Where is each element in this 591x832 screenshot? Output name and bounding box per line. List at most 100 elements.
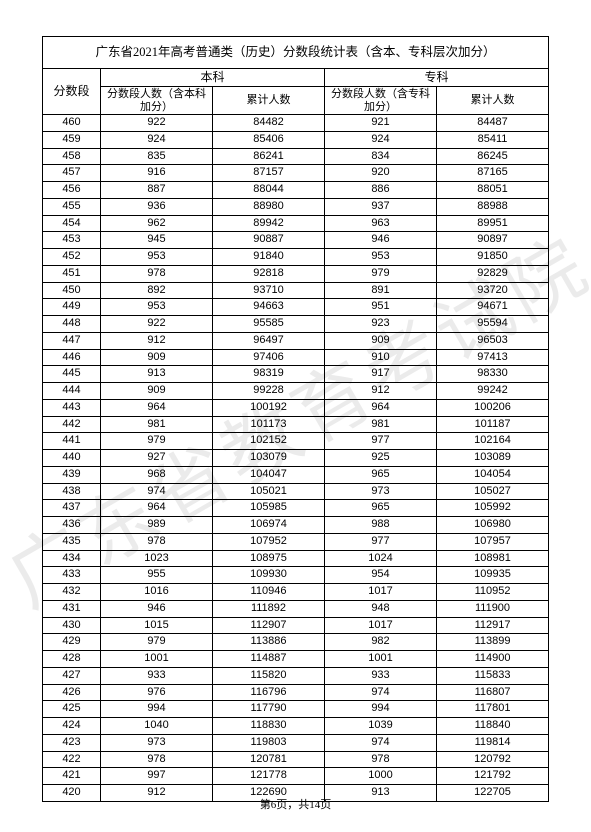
table-cell: 973: [325, 483, 437, 500]
table-cell: 115833: [437, 667, 549, 684]
table-cell: 91850: [437, 249, 549, 266]
table-cell: 114887: [213, 651, 325, 668]
table-cell: 120792: [437, 751, 549, 768]
table-cell: 457: [43, 165, 101, 182]
table-cell: 978: [325, 751, 437, 768]
table-cell: 452: [43, 249, 101, 266]
table-cell: 84487: [437, 115, 549, 132]
table-row: 4588358624183486245: [43, 148, 549, 165]
table-row: 442981101173981101187: [43, 416, 549, 433]
table-cell: 438: [43, 483, 101, 500]
table-cell: 102152: [213, 433, 325, 450]
table-cell: 1015: [101, 617, 213, 634]
table-cell: 112917: [437, 617, 549, 634]
table-cell: 112907: [213, 617, 325, 634]
table-cell: 920: [325, 165, 437, 182]
table-cell: 93710: [213, 282, 325, 299]
table-cell: 924: [101, 131, 213, 148]
table-body: 4609228448292184487459924854069248541145…: [43, 115, 549, 802]
table-cell: 108981: [437, 550, 549, 567]
table-cell: 979: [101, 433, 213, 450]
table-cell: 835: [101, 148, 213, 165]
table-cell: 450: [43, 282, 101, 299]
table-cell: 433: [43, 567, 101, 584]
table-cell: 423: [43, 734, 101, 751]
table-row: 438974105021973105027: [43, 483, 549, 500]
header-zhuanke-cum: 累计人数: [437, 87, 549, 115]
table-cell: 834: [325, 148, 437, 165]
table-cell: 113899: [437, 634, 549, 651]
table-row: 4219971217781000121792: [43, 768, 549, 785]
table-cell: 107957: [437, 533, 549, 550]
table-cell: 964: [101, 500, 213, 517]
table-cell: 910: [325, 349, 437, 366]
table-row: 435978107952977107957: [43, 533, 549, 550]
table-cell: 968: [101, 466, 213, 483]
table-cell: 109935: [437, 567, 549, 584]
table-cell: 446: [43, 349, 101, 366]
table-cell: 981: [325, 416, 437, 433]
table-cell: 917: [325, 366, 437, 383]
table-cell: 90897: [437, 232, 549, 249]
table-cell: 994: [325, 701, 437, 718]
table-cell: 962: [101, 215, 213, 232]
table-cell: 435: [43, 533, 101, 550]
table-cell: 110946: [213, 584, 325, 601]
table-cell: 953: [325, 249, 437, 266]
table-row: 4559368898093788988: [43, 198, 549, 215]
table-cell: 121792: [437, 768, 549, 785]
table-cell: 974: [101, 483, 213, 500]
table-cell: 89951: [437, 215, 549, 232]
table-cell: 448: [43, 316, 101, 333]
table-cell: 118840: [437, 718, 549, 735]
table-cell: 1039: [325, 718, 437, 735]
table-cell: 104047: [213, 466, 325, 483]
table-cell: 933: [101, 667, 213, 684]
table-cell: 117801: [437, 701, 549, 718]
table-row: 4549628994296389951: [43, 215, 549, 232]
table-cell: 964: [325, 399, 437, 416]
table-cell: 101187: [437, 416, 549, 433]
table-cell: 989: [101, 517, 213, 534]
table-row: 4579168715792087165: [43, 165, 549, 182]
table-cell: 87165: [437, 165, 549, 182]
header-score-band: 分数段: [43, 69, 101, 115]
table-cell: 87157: [213, 165, 325, 182]
table-cell: 933: [325, 667, 437, 684]
table-cell: 982: [325, 634, 437, 651]
table-cell: 119803: [213, 734, 325, 751]
table-cell: 106980: [437, 517, 549, 534]
table-cell: 105021: [213, 483, 325, 500]
table-row: 422978120781978120792: [43, 751, 549, 768]
table-row: 4609228448292184487: [43, 115, 549, 132]
table-row: 4499539466395194671: [43, 299, 549, 316]
score-stats-table: 广东省2021年高考普通类（历史）分数段统计表（含本、专科层次加分） 分数段 本…: [42, 36, 549, 802]
table-row: 425994117790994117801: [43, 701, 549, 718]
table-cell: 965: [325, 500, 437, 517]
table-cell: 909: [325, 332, 437, 349]
table-cell: 976: [101, 684, 213, 701]
table-cell: 422: [43, 751, 101, 768]
table-cell: 86241: [213, 148, 325, 165]
table-cell: 99242: [437, 383, 549, 400]
table-cell: 442: [43, 416, 101, 433]
table-cell: 988: [325, 517, 437, 534]
table-cell: 103089: [437, 450, 549, 467]
table-cell: 105985: [213, 500, 325, 517]
table-cell: 973: [101, 734, 213, 751]
header-zhuanke-count: 分数段人数（含专科加分）: [325, 87, 437, 115]
table-cell: 964: [101, 399, 213, 416]
table-cell: 1024: [325, 550, 437, 567]
table-row: 4489229558592395594: [43, 316, 549, 333]
table-cell: 1040: [101, 718, 213, 735]
table-cell: 922: [101, 115, 213, 132]
table-cell: 424: [43, 718, 101, 735]
table-cell: 426: [43, 684, 101, 701]
table-cell: 965: [325, 466, 437, 483]
table-cell: 887: [101, 182, 213, 199]
table-cell: 963: [325, 215, 437, 232]
table-cell: 117790: [213, 701, 325, 718]
table-cell: 977: [325, 433, 437, 450]
table-cell: 977: [325, 533, 437, 550]
table-cell: 111892: [213, 600, 325, 617]
